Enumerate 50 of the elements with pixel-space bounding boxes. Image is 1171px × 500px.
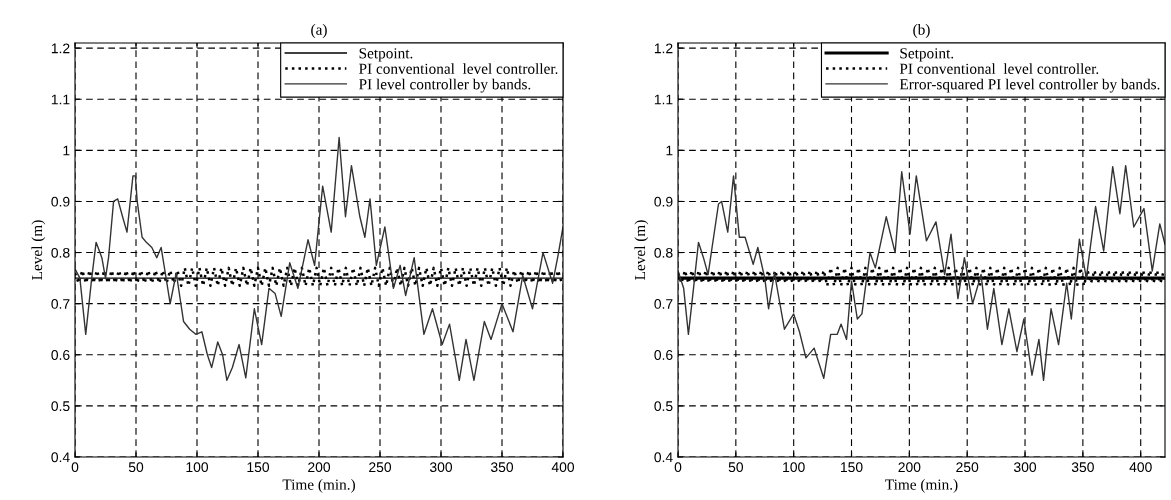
- chart-title: (b): [913, 24, 930, 38]
- y-tick-label: 0.5: [654, 401, 673, 412]
- x-tick-label: 300: [1013, 462, 1037, 473]
- x-tick-label: 200: [898, 462, 921, 473]
- x-tick-label: 150: [247, 462, 270, 473]
- x-tick-label: 400: [1129, 462, 1152, 473]
- x-tick-label: 350: [1071, 462, 1094, 473]
- y-tick-label: 0.4: [51, 452, 70, 463]
- y-axis-title: Level (m): [31, 220, 46, 280]
- y-tick-label: 1.1: [654, 94, 673, 105]
- x-tick-label: 250: [956, 462, 979, 473]
- y-tick-label: 1: [666, 145, 673, 156]
- legend-label: PI conventional level controller.: [359, 63, 558, 74]
- x-tick-label: 400: [551, 462, 575, 473]
- x-tick-label: 250: [369, 462, 392, 473]
- line-series: [75, 136, 563, 382]
- x-tick-label: 100: [186, 462, 209, 473]
- y-tick-label: 0.5: [51, 401, 70, 412]
- x-tick-label: 150: [840, 462, 863, 473]
- y-axis-title: Level (m): [634, 220, 649, 280]
- y-tick-label: 0.7: [51, 299, 70, 309]
- x-tick-label: 0: [674, 462, 682, 473]
- legend-label: PI conventional level controller.: [899, 63, 1099, 74]
- y-tick-label: 0.4: [654, 452, 673, 463]
- legend-label: PI level controller by bands.: [359, 78, 531, 93]
- y-tick-label: 0.8: [51, 247, 70, 258]
- x-tick-label: 50: [728, 462, 744, 473]
- line-series: [678, 164, 1165, 382]
- y-tick-label: 0.6: [51, 350, 70, 360]
- x-tick-label: 0: [71, 462, 79, 473]
- x-tick-label: 50: [128, 462, 144, 473]
- y-tick-label: 0.7: [654, 299, 673, 309]
- x-axis-title: Time (min.): [282, 478, 355, 493]
- x-axis-title: Time (min.): [885, 478, 958, 493]
- x-tick-label: 200: [308, 462, 331, 473]
- chart-title: (a): [311, 24, 327, 38]
- legend-label: Setpoint.: [359, 48, 413, 62]
- y-tick-label: 1.2: [654, 43, 673, 54]
- y-tick-label: 1.1: [51, 94, 70, 105]
- y-tick-label: 0.9: [51, 196, 70, 207]
- x-tick-label: 300: [429, 462, 453, 473]
- x-tick-label: 100: [783, 462, 805, 473]
- y-tick-label: 1: [63, 145, 70, 156]
- y-tick-label: 0.9: [654, 196, 673, 207]
- x-tick-label: 350: [490, 462, 514, 473]
- legend-label: Error-squared PI level controller by bands.: [899, 78, 1160, 93]
- y-tick-label: 0.8: [654, 247, 673, 258]
- y-tick-label: 0.6: [654, 350, 673, 360]
- legend-label: Setpoint.: [900, 48, 954, 62]
- y-tick-label: 1.2: [51, 43, 70, 54]
